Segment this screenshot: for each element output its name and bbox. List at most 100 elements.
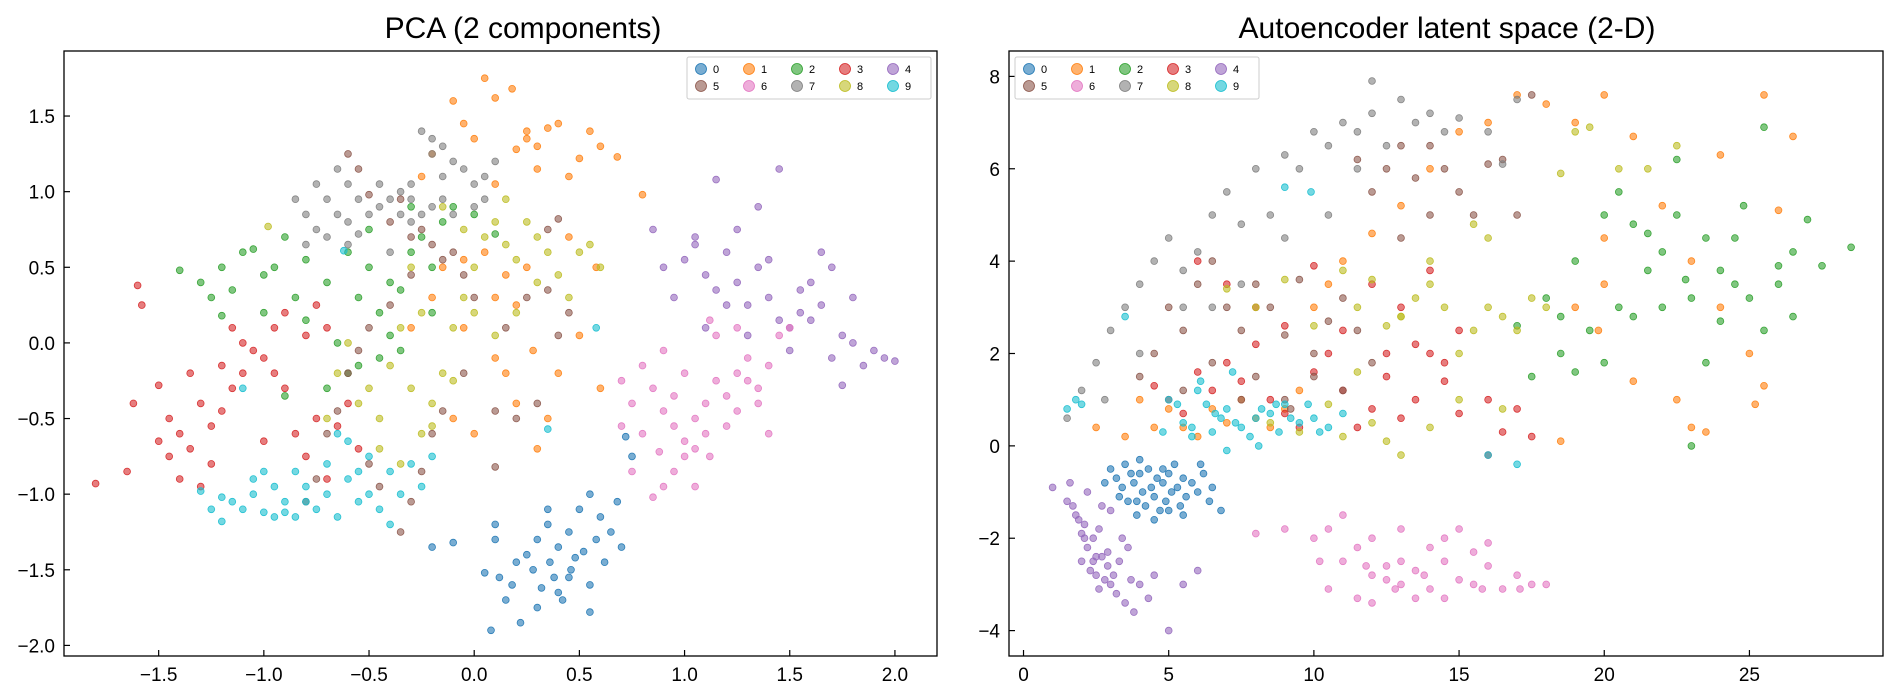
point-5-20 (1426, 141, 1434, 150)
point-4-33 (1098, 502, 1106, 510)
legend-marker-9 (887, 80, 899, 92)
point-0-37 (543, 505, 552, 514)
point-9-25 (344, 437, 352, 446)
point-6-32 (1478, 585, 1487, 593)
point-9-10 (323, 490, 331, 499)
point-4-38 (670, 293, 678, 302)
point-1-43 (1594, 326, 1603, 335)
point-6-37 (1391, 585, 1399, 593)
point-5-31 (1208, 358, 1217, 367)
point-9-25 (1286, 414, 1295, 423)
point-0-12 (546, 558, 554, 566)
point-9-31 (249, 475, 258, 483)
point-5-27 (512, 414, 521, 423)
point-8-23 (565, 293, 573, 302)
point-1-44 (529, 346, 537, 355)
legend-label-9: 9 (1233, 81, 1239, 93)
point-1-42 (565, 233, 573, 241)
point-9-21 (207, 505, 216, 514)
point-9-6 (281, 497, 289, 506)
point-0-20 (1173, 483, 1182, 492)
point-7-31 (333, 165, 342, 173)
point-5-21 (1440, 165, 1449, 173)
point-6-34 (1252, 529, 1260, 538)
point-6-19 (659, 482, 668, 491)
point-8-22 (554, 271, 563, 279)
point-5-3 (386, 218, 394, 226)
point-2-32 (1760, 326, 1768, 335)
point-1-43 (501, 369, 510, 378)
point-5-8 (438, 255, 447, 264)
point-2-2 (1542, 294, 1550, 302)
point-5-24 (428, 429, 436, 438)
point-7-14 (1266, 211, 1275, 219)
point-2-24 (1716, 317, 1725, 326)
point-6-39 (1362, 562, 1370, 570)
point-3-3 (138, 301, 146, 309)
point-9-1 (1072, 395, 1080, 404)
point-0-26 (1199, 469, 1208, 478)
point-6-3 (1353, 543, 1362, 552)
legend-marker-8 (1167, 80, 1179, 92)
point-7-27 (438, 195, 447, 204)
point-2-4 (259, 271, 268, 279)
point-9-7 (1223, 405, 1231, 413)
point-7-15 (1281, 151, 1289, 159)
point-0-33 (487, 626, 495, 635)
point-9-29 (592, 323, 600, 332)
point-1-36 (491, 293, 500, 302)
point-9-34 (386, 520, 394, 529)
point-9-36 (218, 493, 226, 502)
point-3-13 (249, 346, 258, 355)
point-3-18 (302, 452, 310, 461)
point-1-37 (459, 323, 468, 332)
point-8-15 (1498, 312, 1507, 321)
point-0-8 (529, 565, 537, 574)
point-6-8 (733, 369, 741, 378)
point-0-3 (501, 596, 510, 604)
point-7-35 (1179, 303, 1187, 312)
point-4-24 (1080, 534, 1089, 542)
point-2-26 (354, 361, 363, 370)
point-6-5 (701, 399, 710, 408)
point-7-9 (1193, 248, 1202, 256)
point-5-28 (1339, 386, 1347, 395)
point-9-8 (302, 482, 310, 491)
point-9-31 (1196, 377, 1205, 386)
point-2-36 (1615, 188, 1623, 196)
point-4-20 (1095, 525, 1103, 533)
point-5-37 (1397, 234, 1405, 242)
point-4-31 (1092, 552, 1100, 561)
point-4-18 (849, 293, 857, 302)
point-3-38 (228, 323, 237, 332)
point-1-6 (522, 127, 531, 135)
point-8-18 (512, 255, 521, 264)
x-tick-label-1: 5 (1163, 665, 1174, 686)
point-8-9 (417, 429, 426, 438)
point-8-15 (480, 233, 489, 241)
point-2-30 (333, 339, 342, 347)
point-2-17 (1760, 123, 1768, 131)
point-2-3 (249, 245, 258, 253)
point-1-10 (586, 127, 594, 135)
x-tick-label-5: 1.0 (671, 665, 697, 686)
point-8-12 (449, 323, 458, 332)
point-1-36 (1687, 423, 1696, 432)
point-8-29 (1397, 451, 1405, 459)
point-2-26 (1629, 312, 1638, 321)
point-2-33 (302, 255, 310, 264)
point-0-36 (491, 520, 500, 529)
point-3-7 (1252, 340, 1260, 349)
point-2-23 (1673, 155, 1681, 164)
point-5-8 (1252, 280, 1260, 289)
legend-marker-2 (791, 63, 803, 75)
point-5-25 (438, 407, 447, 415)
point-5-28 (533, 399, 542, 408)
point-6-36 (659, 346, 668, 355)
point-2-38 (1739, 201, 1748, 210)
point-9-16 (386, 467, 394, 476)
point-9-36 (1513, 460, 1521, 469)
point-2-16 (1745, 294, 1754, 302)
point-3-24 (1513, 405, 1521, 413)
